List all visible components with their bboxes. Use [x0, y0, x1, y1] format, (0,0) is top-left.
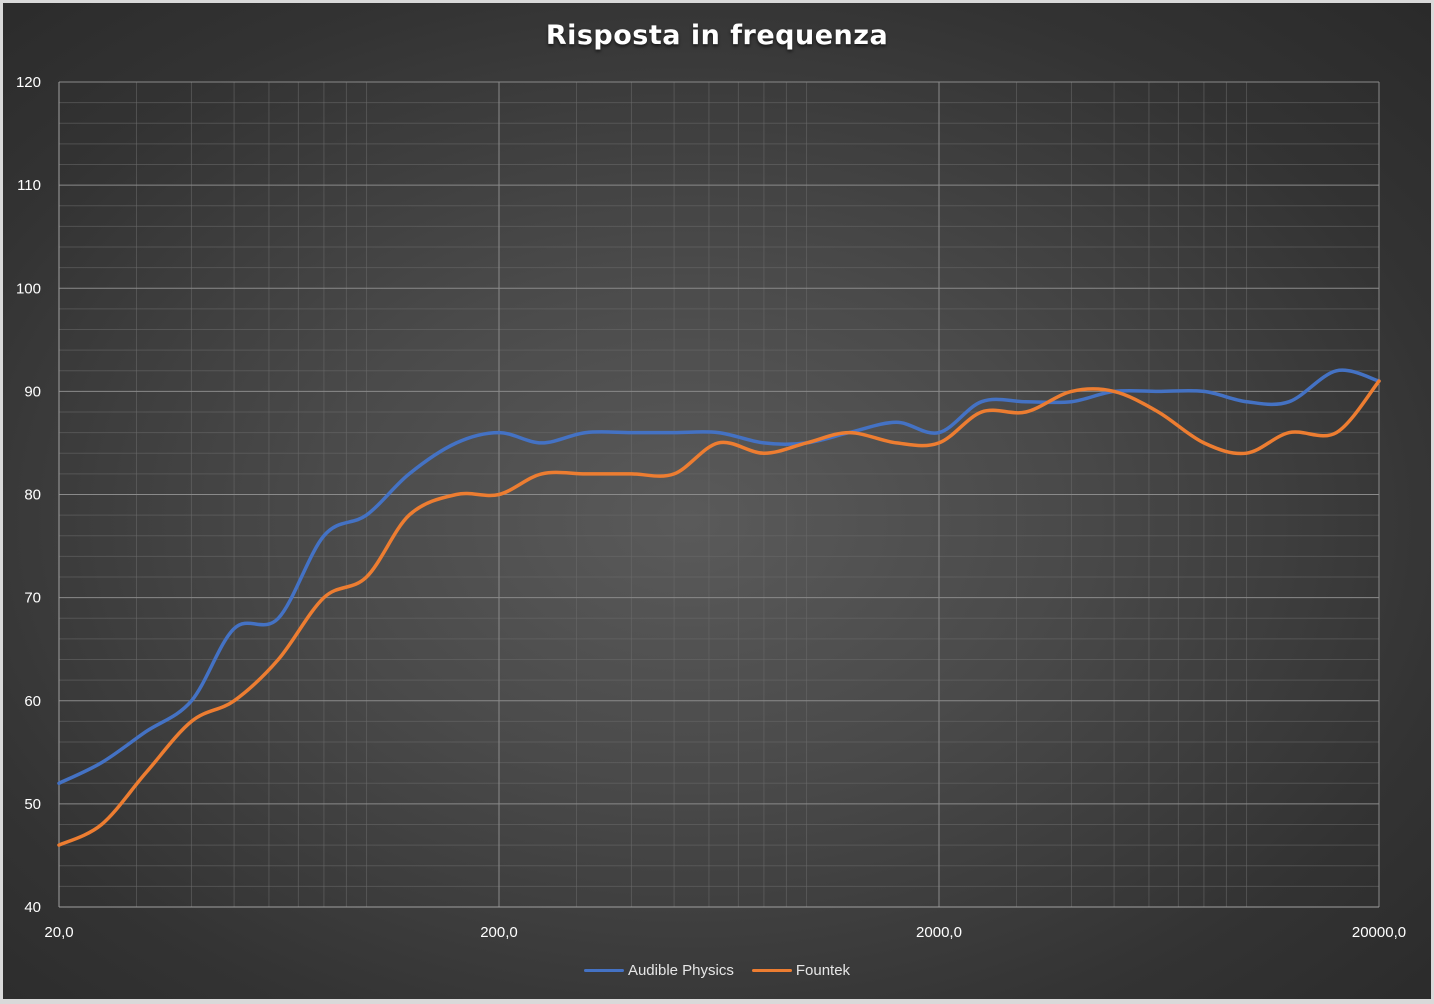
legend-label-audible-physics: Audible Physics [627, 962, 734, 979]
y-tick-label: 110 [17, 177, 41, 194]
y-tick-label: 80 [24, 487, 41, 504]
y-tick-label: 50 [24, 796, 41, 813]
x-tick-label: 20000,0 [1352, 924, 1406, 941]
chart-title: Risposta in frequenza [545, 20, 889, 51]
y-tick-label: 90 [24, 383, 41, 400]
legend: Audible Physics Fountek [0, 962, 1434, 979]
axes [58, 82, 1379, 908]
x-tick-label: 20,0 [44, 924, 73, 941]
x-tick-label: 2000,0 [916, 924, 962, 941]
y-tick-label: 40 [24, 899, 41, 916]
legend-item-audible-physics: Audible Physics [583, 962, 734, 979]
series-line-audible-physics [57, 368, 1381, 786]
y-tick-label: 70 [24, 590, 41, 607]
y-tick-label: 60 [24, 693, 41, 710]
x-tick-label: 200,0 [480, 924, 518, 941]
y-tick-label: 100 [16, 280, 41, 297]
y-tick-label: 120 [16, 74, 41, 91]
series-lines [57, 368, 1381, 847]
legend-item-fountek: Fountek [751, 962, 851, 979]
legend-swatch-fountek [751, 969, 792, 972]
series-line-fountek [57, 379, 1381, 847]
minor-gridlines [59, 82, 1379, 907]
chart-area [3, 3, 1431, 999]
legend-swatch-audible-physics [583, 969, 624, 972]
legend-label-fountek: Fountek [795, 962, 851, 979]
tick-labels: 40 50 60 70 80 90 100 110 120 20,0 200,0 2000,0 2000… [16, 74, 1406, 941]
